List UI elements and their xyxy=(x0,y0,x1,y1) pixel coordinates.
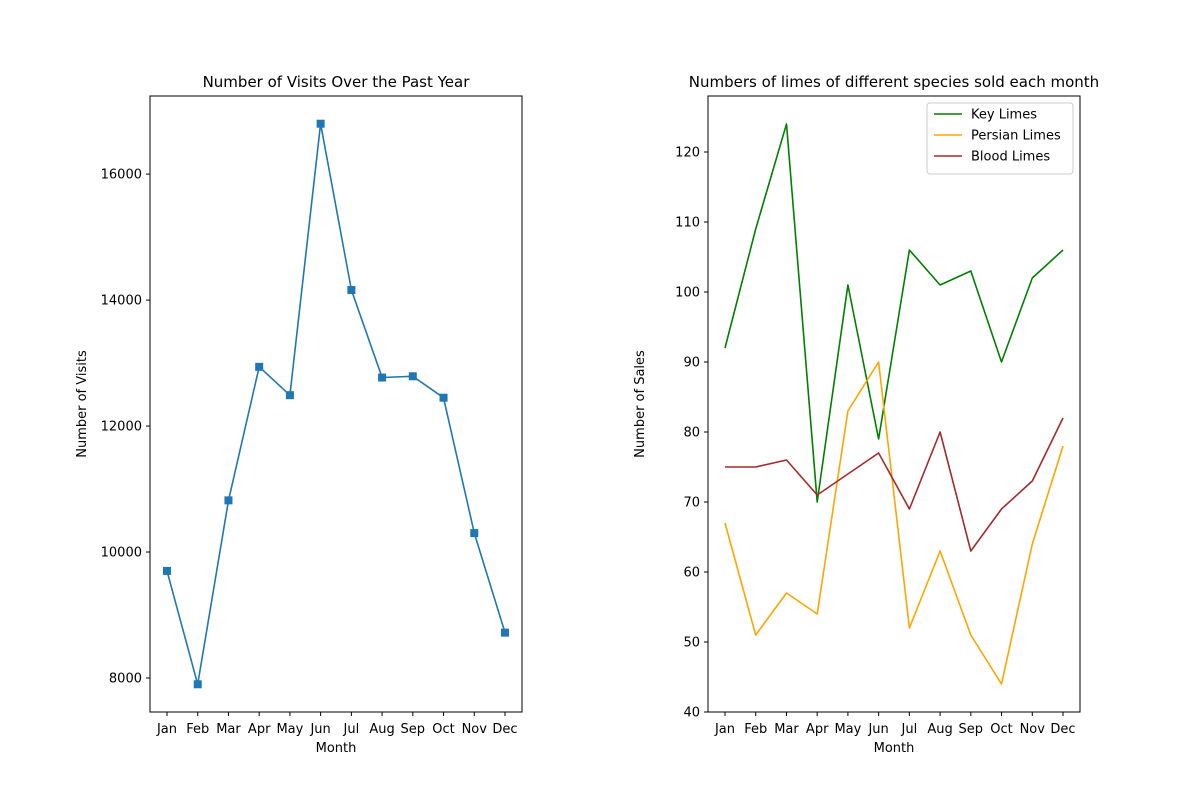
y-tick-label: 80 xyxy=(683,426,700,441)
x-tick-label: Oct xyxy=(432,722,454,737)
x-tick-label: Jul xyxy=(901,722,918,737)
data-point-marker xyxy=(255,362,264,371)
legend-label-persian-limes: Persian Limes xyxy=(971,129,1061,144)
x-tick-label: Jun xyxy=(867,722,888,737)
plot-frame xyxy=(707,95,1081,713)
x-tick-label: May xyxy=(276,722,303,737)
y-axis-label: Number of Visits xyxy=(75,350,90,458)
x-tick-label: Aug xyxy=(369,722,394,737)
x-axis-label: Month xyxy=(316,741,357,756)
data-point-marker xyxy=(163,566,171,575)
x-tick-label: Jul xyxy=(343,722,360,737)
x-tick-label: Apr xyxy=(806,722,829,737)
chart-title: Number of Visits Over the Past Year xyxy=(203,73,471,91)
x-tick-label: Jun xyxy=(309,722,330,737)
legend-label-blood-limes: Blood Limes xyxy=(971,150,1050,165)
x-tick-label: Mar xyxy=(774,722,799,737)
data-point-marker xyxy=(470,529,479,538)
plot-frame xyxy=(149,95,523,713)
x-tick-label: Dec xyxy=(1050,722,1075,737)
x-axis-label: Month xyxy=(874,741,915,756)
y-tick-label: 8000 xyxy=(109,671,142,686)
x-tick-label: Jan xyxy=(714,722,735,737)
y-tick-label: 110 xyxy=(675,216,700,231)
y-tick-label: 14000 xyxy=(101,294,142,309)
legend-label-key-limes: Key Limes xyxy=(971,108,1037,123)
x-tick-label: Feb xyxy=(186,722,209,737)
data-point-marker xyxy=(378,373,387,382)
y-tick-label: 60 xyxy=(683,566,700,581)
x-tick-label: Feb xyxy=(744,722,767,737)
y-tick-label: 100 xyxy=(675,286,700,301)
legend-box xyxy=(926,102,1074,175)
data-point-marker xyxy=(347,285,356,294)
x-tick-label: Apr xyxy=(248,722,271,737)
data-point-marker xyxy=(285,391,294,400)
x-tick-label: Jan xyxy=(156,722,177,737)
y-tick-label: 16000 xyxy=(101,168,142,183)
series-line-persian-limes xyxy=(724,361,1064,685)
data-point-marker xyxy=(193,680,202,689)
y-tick-label: 12000 xyxy=(101,420,142,435)
lime-sales-chart: Numbers of limes of different species so… xyxy=(633,73,1099,756)
data-point-marker xyxy=(439,393,448,402)
x-tick-label: Oct xyxy=(990,722,1012,737)
series-line-visits xyxy=(166,122,506,686)
x-tick-label: Mar xyxy=(216,722,241,737)
x-tick-label: Dec xyxy=(492,722,517,737)
data-point-marker xyxy=(501,628,509,637)
series-line-key-limes xyxy=(724,123,1064,503)
y-tick-label: 70 xyxy=(683,496,700,511)
y-tick-label: 120 xyxy=(675,146,700,161)
visits-chart: Number of Visits Over the Past Year Jan Fe… xyxy=(75,73,523,756)
y-axis-label: Number of Sales xyxy=(633,350,648,458)
chart-title: Numbers of limes of different species so… xyxy=(689,73,1099,91)
y-tick-label: 50 xyxy=(683,636,700,651)
y-tick-label: 40 xyxy=(683,706,700,721)
y-tick-label: 10000 xyxy=(101,546,142,561)
data-point-marker xyxy=(224,496,233,505)
series-line-blood-limes xyxy=(725,417,1064,552)
data-point-marker xyxy=(408,372,417,381)
y-tick-label: 90 xyxy=(683,356,700,371)
x-tick-label: Sep xyxy=(401,722,426,737)
x-tick-label: Nov xyxy=(462,722,488,737)
x-tick-label: Aug xyxy=(927,722,952,737)
data-point-marker xyxy=(316,119,325,128)
x-tick-label: Nov xyxy=(1020,722,1046,737)
x-tick-label: Sep xyxy=(959,722,984,737)
x-tick-label: May xyxy=(834,722,861,737)
